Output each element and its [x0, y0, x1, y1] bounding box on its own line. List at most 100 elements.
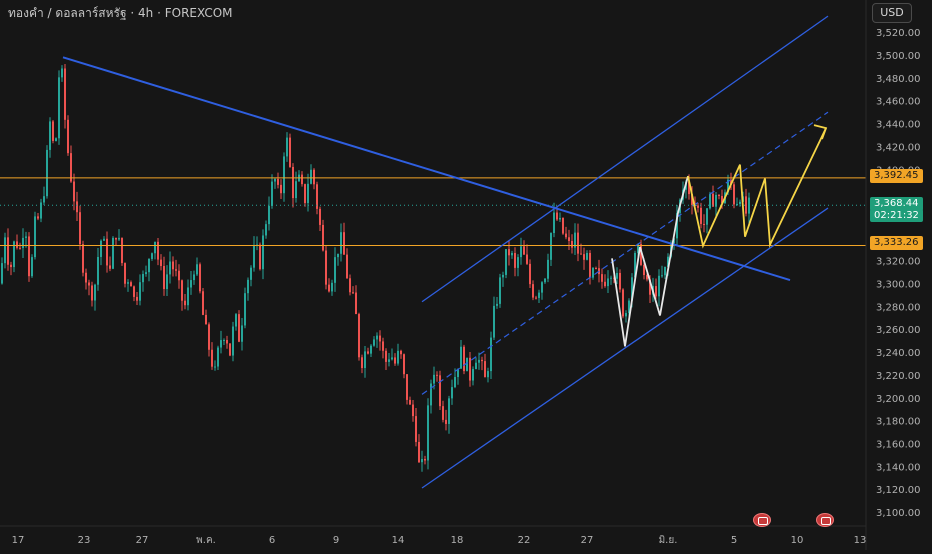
y-tick-label: 3,520.00: [876, 28, 921, 39]
candle-body: [85, 272, 87, 283]
candle-body: [325, 250, 327, 285]
candle-body: [277, 178, 279, 185]
candle-body: [319, 208, 321, 225]
candle-body: [418, 441, 420, 463]
candle-body: [619, 272, 621, 290]
candle-body: [472, 369, 474, 381]
candle-body: [211, 349, 213, 367]
x-tick-label: มิ.ย.: [659, 535, 678, 546]
candle-body: [139, 282, 141, 301]
candle-body: [148, 258, 150, 273]
candle-body: [508, 249, 510, 256]
candle-body: [49, 121, 51, 150]
candle-body: [313, 169, 315, 185]
candle-body: [445, 419, 447, 424]
currency-button[interactable]: USD: [872, 3, 912, 23]
candle-body: [304, 184, 306, 204]
x-tick-label: 18: [451, 535, 464, 546]
candle-body: [175, 269, 177, 271]
candle-body: [454, 377, 456, 388]
candle-body: [226, 340, 228, 344]
x-tick-label: 6: [269, 535, 275, 546]
candle-body: [40, 202, 42, 219]
candle-body: [616, 272, 618, 279]
candle-body: [532, 284, 534, 298]
candle-body: [229, 343, 231, 356]
y-tick-label: 3,100.00: [876, 508, 921, 519]
candle-body: [361, 357, 363, 369]
candle-body: [439, 375, 441, 407]
candle-body: [688, 181, 690, 195]
candle-body: [673, 238, 675, 244]
candle-body: [340, 232, 342, 254]
x-tick-label: 14: [392, 535, 405, 546]
y-tick-label: 3,300.00: [876, 280, 921, 291]
candle-body: [520, 246, 522, 258]
candle-body: [586, 252, 588, 260]
candle-body: [88, 282, 90, 286]
us-flag-event-icon[interactable]: [753, 513, 771, 527]
candle-body: [172, 261, 174, 270]
channel-midline: [421, 111, 829, 395]
candle-body: [145, 272, 147, 275]
candle-body: [259, 244, 261, 270]
candle-body: [373, 339, 375, 346]
candle-body: [700, 207, 702, 224]
candle-body: [517, 257, 519, 268]
candle-body: [406, 374, 408, 400]
candle-body: [16, 241, 18, 248]
candle-body: [76, 201, 78, 213]
candle-body: [601, 274, 603, 282]
candle-body: [286, 137, 288, 157]
candle-body: [715, 194, 717, 207]
us-flag-event-icon[interactable]: [816, 513, 834, 527]
candle-body: [151, 253, 153, 259]
candle-body: [514, 253, 516, 268]
candle-body: [718, 194, 720, 196]
candle-body: [196, 264, 198, 275]
candle-body: [505, 249, 507, 275]
candle-body: [736, 203, 738, 205]
candle-body: [166, 274, 168, 290]
candle-body: [364, 351, 366, 369]
candle-body: [1, 263, 3, 284]
candle-body: [394, 357, 396, 364]
candle-body: [427, 405, 429, 461]
candle-body: [433, 374, 435, 384]
candle-body: [253, 245, 255, 268]
candle-body: [610, 277, 612, 279]
candle-body: [343, 232, 345, 255]
candle-body: [625, 313, 627, 317]
upper-level-price-tag: 3,392.45: [870, 169, 923, 183]
channel-upper-line: [421, 15, 829, 303]
x-tick-label: 23: [78, 535, 91, 546]
candle-body: [730, 179, 732, 185]
candle-body: [409, 399, 411, 405]
candle-body: [655, 286, 657, 297]
candle-body: [91, 285, 93, 301]
candle-body: [745, 196, 747, 214]
candle-body: [646, 275, 648, 280]
symbol-title: ทองคำ / ดอลลาร์สหรัฐ · 4h · FOREXCOM: [8, 6, 233, 20]
candle-body: [46, 149, 48, 197]
lower-level-price-tag: 3,333.26: [870, 236, 923, 250]
candle-body: [232, 326, 234, 356]
candle-body: [109, 265, 111, 269]
candle-body: [637, 244, 639, 253]
candle-body: [178, 270, 180, 281]
candle-body: [466, 357, 468, 372]
candle-body: [28, 236, 30, 277]
candle-body: [106, 238, 108, 266]
candle-body: [136, 296, 138, 301]
candle-body: [511, 253, 513, 256]
y-tick-label: 3,140.00: [876, 462, 921, 473]
candle-body: [205, 314, 207, 325]
candle-body: [184, 300, 186, 306]
y-tick-label: 3,260.00: [876, 325, 921, 336]
candle-body: [526, 254, 528, 264]
descending-trendline: [62, 56, 791, 282]
candle-body: [352, 292, 354, 294]
candle-body: [697, 205, 699, 208]
